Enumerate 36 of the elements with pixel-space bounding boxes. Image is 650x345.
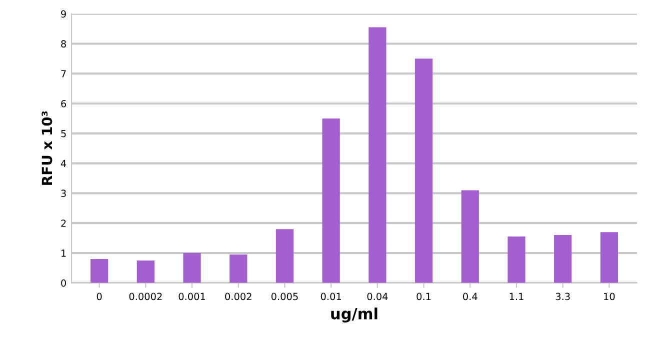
x-tick-label: 0.1 [416,292,431,300]
y-tick-label: 7 [61,70,66,78]
y-axis-title: RFU x 10³ [42,111,52,185]
y-tick-label: 8 [61,40,66,48]
y-tick-label: 9 [61,10,66,18]
x-tick-label: 0.01 [320,292,341,300]
x-tick-label: 0.001 [178,292,206,300]
y-tick-label: 1 [62,250,66,257]
y-tick-label: 6 [61,100,66,108]
x-tick-label: 10 [604,292,615,300]
x-tick-label: 0.002 [225,292,252,300]
bar [554,235,572,283]
x-tick-label: 0.4 [463,292,478,300]
y-tick-label: 4 [60,160,66,167]
y-tick-label: 5 [61,130,66,138]
x-tick-label: 3.3 [556,292,570,300]
bar [368,27,386,283]
bar [461,190,479,283]
x-tick-label: 0.04 [367,292,388,300]
y-tick-label: 3 [61,190,66,198]
bar [508,236,526,283]
bar [600,232,618,283]
bar [183,253,201,283]
bar [322,118,340,283]
bar [276,229,294,283]
bar [90,258,108,283]
x-tick-label: 0.0002 [129,292,162,300]
x-tick-label: 1.1 [510,292,524,300]
y-tick-label: 2 [61,220,66,227]
x-tick-label: 0 [96,292,102,300]
bar [230,254,248,283]
bar [414,58,433,283]
x-axis-title: ug/ml [331,308,378,322]
bar [136,260,154,283]
x-tick-label: 0.005 [271,292,298,300]
y-tick-label: 0 [61,279,66,287]
